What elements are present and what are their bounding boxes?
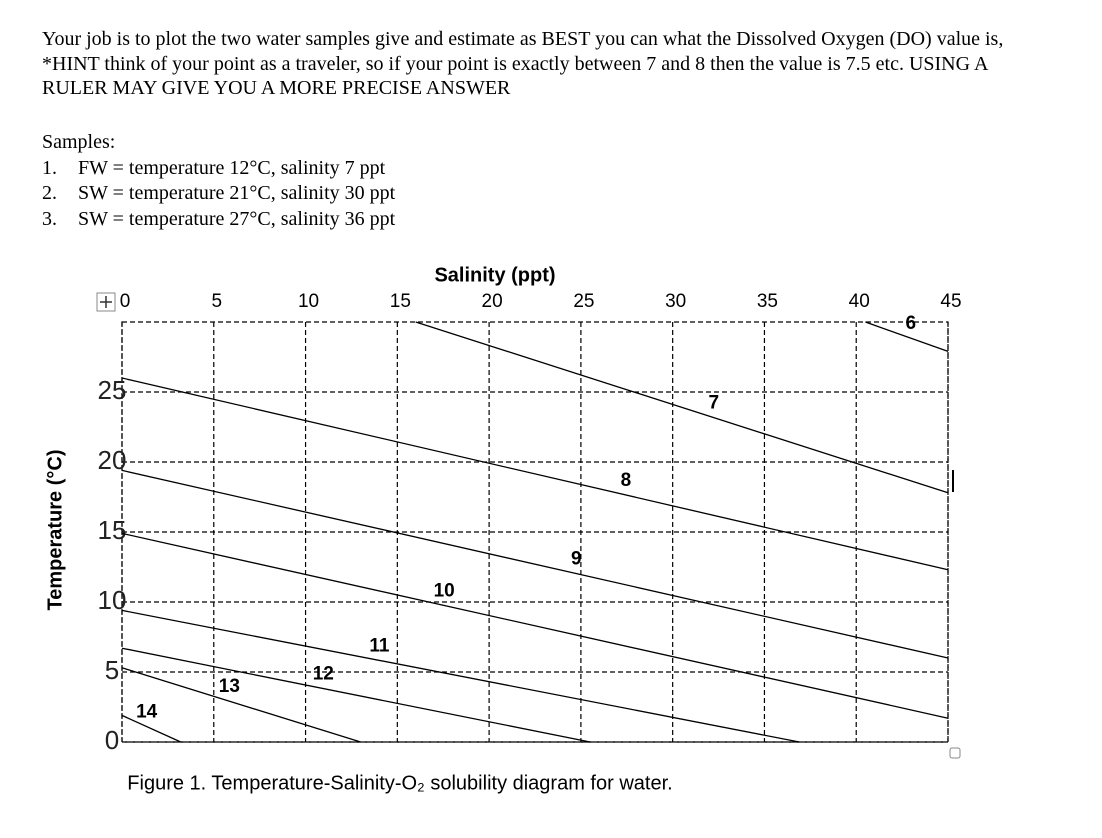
x-tick-label: 0 <box>120 291 131 312</box>
isoline-label: 6 <box>906 313 917 334</box>
x-tick-label: 15 <box>390 291 411 312</box>
y-tick-label: 10 <box>98 585 127 615</box>
isoline <box>121 609 800 743</box>
sample-item: 2. SW = temperature 21°C, salinity 30 ppt <box>42 181 395 207</box>
x-tick-label: 45 <box>940 291 961 312</box>
list-marker: 3. <box>42 207 57 230</box>
isoline <box>415 321 949 494</box>
move-handle[interactable] <box>96 292 116 312</box>
instructions: Your job is to plot the two water sample… <box>42 28 1004 99</box>
y-tick-label: 5 <box>105 655 119 685</box>
figure-caption: Figure 1. Temperature-Salinity-O₂ solubi… <box>127 772 672 794</box>
samples: Samples: 1. FW = temperature 12°C, salini… <box>42 130 395 232</box>
isoline-label: 12 <box>313 664 334 685</box>
resize-handle[interactable] <box>949 747 961 759</box>
isoline <box>865 321 949 353</box>
sample-text: FW = temperature 12°C, salinity 7 ppt <box>78 156 386 179</box>
sample-item: 3. SW = temperature 27°C, salinity 36 ppt <box>42 207 395 233</box>
x-tick-label: 30 <box>665 291 686 312</box>
y-tick-label: 25 <box>98 375 127 405</box>
sample-text: SW = temperature 27°C, salinity 36 ppt <box>78 207 396 230</box>
x-tick-label: 35 <box>757 291 778 312</box>
samples-heading: Samples: <box>42 131 116 153</box>
x-tick-label: 5 <box>211 291 222 312</box>
isoline-label: 9 <box>571 549 582 570</box>
x-tick-label: 25 <box>573 291 594 312</box>
y-axis-title: Temperature (°C) <box>44 450 66 611</box>
isoline <box>121 377 949 571</box>
isoline-label: 11 <box>369 635 390 656</box>
isoline-label: 7 <box>708 393 719 414</box>
isoline-label: 8 <box>621 470 632 491</box>
x-axis-title: Salinity (ppt) <box>434 264 555 286</box>
sample-text: SW = temperature 21°C, salinity 30 ppt <box>78 182 396 204</box>
isoline-label: 14 <box>136 702 158 723</box>
list-marker: 2. <box>42 182 57 204</box>
sample-item: 1. FW = temperature 12°C, salinity 7 ppt <box>42 156 395 182</box>
x-tick-label: 10 <box>298 291 319 312</box>
y-tick-label: 15 <box>98 515 127 545</box>
isoline <box>121 714 182 743</box>
list-marker: 1. <box>42 156 57 179</box>
isoline <box>121 469 949 659</box>
x-tick-label: 20 <box>482 291 503 312</box>
isoline-label: 10 <box>434 580 455 601</box>
isoline <box>121 667 361 743</box>
y-tick-label: 20 <box>98 445 127 475</box>
isoline <box>121 647 591 743</box>
sample-list: 1. FW = temperature 12°C, salinity 7 ppt 2… <box>42 156 395 233</box>
y-tick-label: 0 <box>105 725 119 755</box>
x-tick-label: 40 <box>849 291 870 312</box>
isoline-label: 13 <box>219 676 240 697</box>
isoline <box>121 532 949 719</box>
